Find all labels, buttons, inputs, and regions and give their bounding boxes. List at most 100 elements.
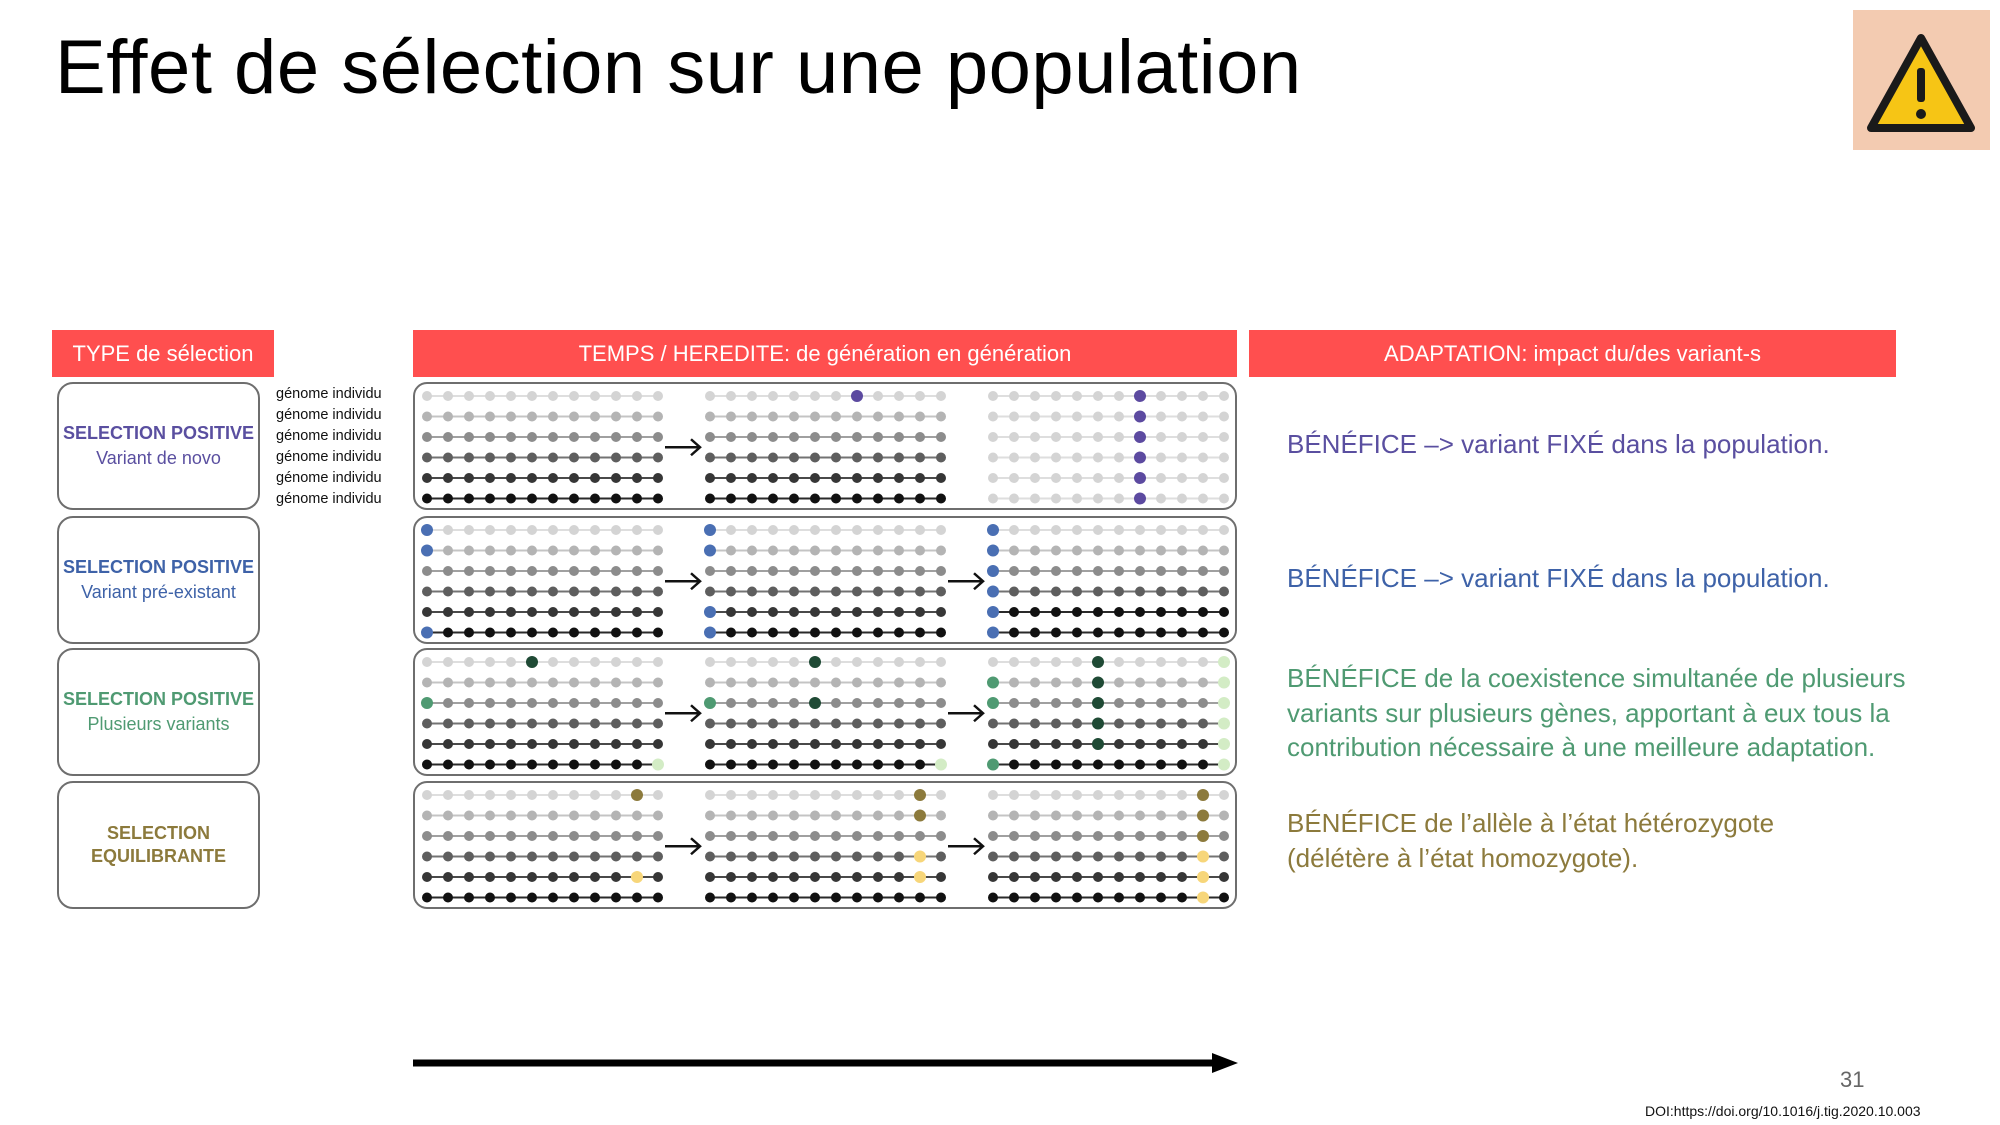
allele-dot [506,525,516,535]
allele-dot [1177,677,1187,688]
allele-dot [873,452,883,463]
allele-dot [506,391,516,401]
allele-dot [485,411,495,422]
allele-dot [1198,586,1208,597]
allele-dot [1156,739,1166,749]
allele-dot [705,566,715,576]
allele-dot [705,411,715,422]
allele-dot [653,657,663,667]
allele-dot [936,411,946,422]
allele-dot [590,473,600,483]
allele-dot [1177,759,1187,770]
allele-dot [569,391,579,401]
allele-dot [1072,759,1082,770]
allele-dot [464,759,474,770]
allele-dot [527,739,537,749]
allele-dot [831,718,841,729]
allele-dot [894,473,904,483]
allele-dot [1198,493,1208,504]
allele-dot [704,697,716,709]
allele-dot [422,718,432,729]
allele-dot [1009,432,1019,442]
allele-dot [726,698,736,708]
allele-dot [1198,525,1208,535]
allele-dot [611,677,621,688]
allele-dot [1219,411,1229,422]
allele-dot [527,432,537,442]
allele-dot [936,452,946,463]
allele-dot [810,677,820,688]
allele-dot [704,606,716,618]
allele-dot [569,586,579,597]
allele-dot [590,566,600,576]
allele-dot [726,892,736,903]
type-box-multiple: SELECTION POSITIVE Plusieurs variants [57,648,260,776]
allele-dot [894,525,904,535]
allele-dot [915,432,925,442]
allele-dot [527,627,537,638]
allele-dot [1030,607,1040,617]
allele-dot [548,525,558,535]
allele-dot [747,607,757,617]
allele-dot [1135,759,1145,770]
allele-dot [1009,698,1019,708]
allele-dot [1114,677,1124,688]
allele-dot [548,566,558,576]
allele-dot [1072,545,1082,556]
allele-dot [831,872,841,882]
allele-dot [894,493,904,504]
allele-dot [653,627,663,638]
allele-dot [726,790,736,800]
allele-dot [1177,892,1187,903]
allele-dot [485,810,495,821]
allele-dot [506,657,516,667]
allele-dot [548,718,558,729]
allele-dot [810,525,820,535]
allele-dot [810,452,820,463]
allele-dot [726,545,736,556]
allele-dot [768,391,778,401]
allele-dot [1156,627,1166,638]
allele-dot [548,739,558,749]
allele-dot [653,545,663,556]
allele-dot [569,525,579,535]
allele-dot [1072,566,1082,576]
allele-dot [590,607,600,617]
allele-dot [548,677,558,688]
allele-dot [1072,607,1082,617]
allele-dot [894,810,904,821]
allele-dot [789,607,799,617]
allele-dot [590,718,600,729]
allele-dot [1093,607,1103,617]
allele-dot [789,657,799,667]
allele-dot [988,432,998,442]
allele-dot [705,657,715,667]
allele-dot [936,698,946,708]
allele-dot [548,607,558,617]
allele-dot [653,452,663,463]
allele-dot [1072,872,1082,882]
allele-dot [988,411,998,422]
allele-dot [506,790,516,800]
allele-dot [1009,566,1019,576]
allele-dot [506,698,516,708]
allele-dot [852,739,862,749]
allele-dot [768,545,778,556]
allele-dot [705,810,715,821]
allele-dot [1218,676,1230,689]
allele-dot [831,452,841,463]
allele-dot [914,850,926,863]
allele-dot [1051,391,1061,401]
allele-dot [1092,738,1104,750]
allele-dot [988,657,998,667]
allele-dot [789,566,799,576]
allele-dot [1177,851,1187,862]
allele-dot [632,892,642,903]
header-temps: TEMPS / HEREDITE: de génération en génér… [413,330,1237,377]
allele-dot [936,525,946,535]
allele-dot [590,452,600,463]
allele-dot [443,739,453,749]
allele-dot [936,739,946,749]
allele-dot [1030,698,1040,708]
allele-dot [915,586,925,597]
